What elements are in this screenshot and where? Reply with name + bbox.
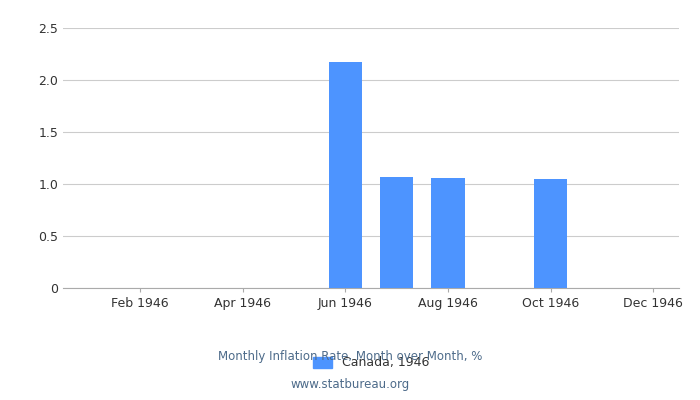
Bar [534, 179, 567, 288]
Legend: Canada, 1946: Canada, 1946 [308, 352, 434, 374]
Bar [380, 177, 413, 288]
Text: www.statbureau.org: www.statbureau.org [290, 378, 410, 391]
Bar [431, 178, 465, 288]
Bar [329, 62, 362, 288]
Text: Monthly Inflation Rate, Month over Month, %: Monthly Inflation Rate, Month over Month… [218, 350, 482, 363]
